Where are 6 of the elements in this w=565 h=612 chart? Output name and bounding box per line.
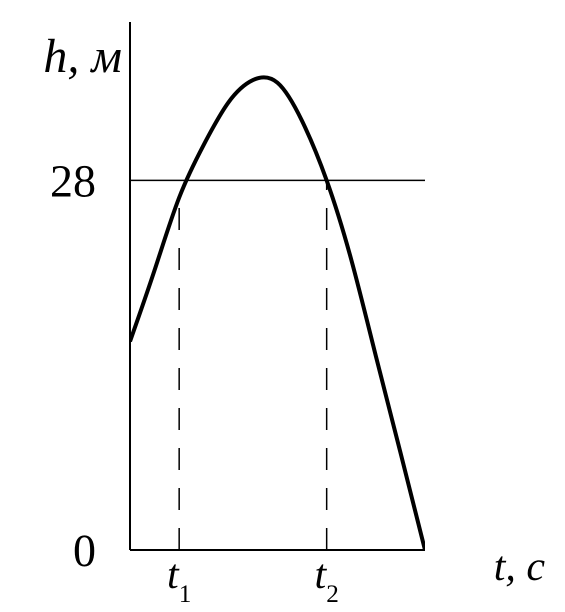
y-axis-title: h, м: [43, 30, 122, 83]
x-tick-label: t$_{1}$: [167, 552, 192, 608]
y-tick-label: 0: [73, 525, 96, 576]
x-tick-label: t$_{2}$: [314, 552, 339, 608]
x-axis-title: t, c: [494, 544, 546, 590]
y-tick-label: 28: [50, 155, 96, 206]
